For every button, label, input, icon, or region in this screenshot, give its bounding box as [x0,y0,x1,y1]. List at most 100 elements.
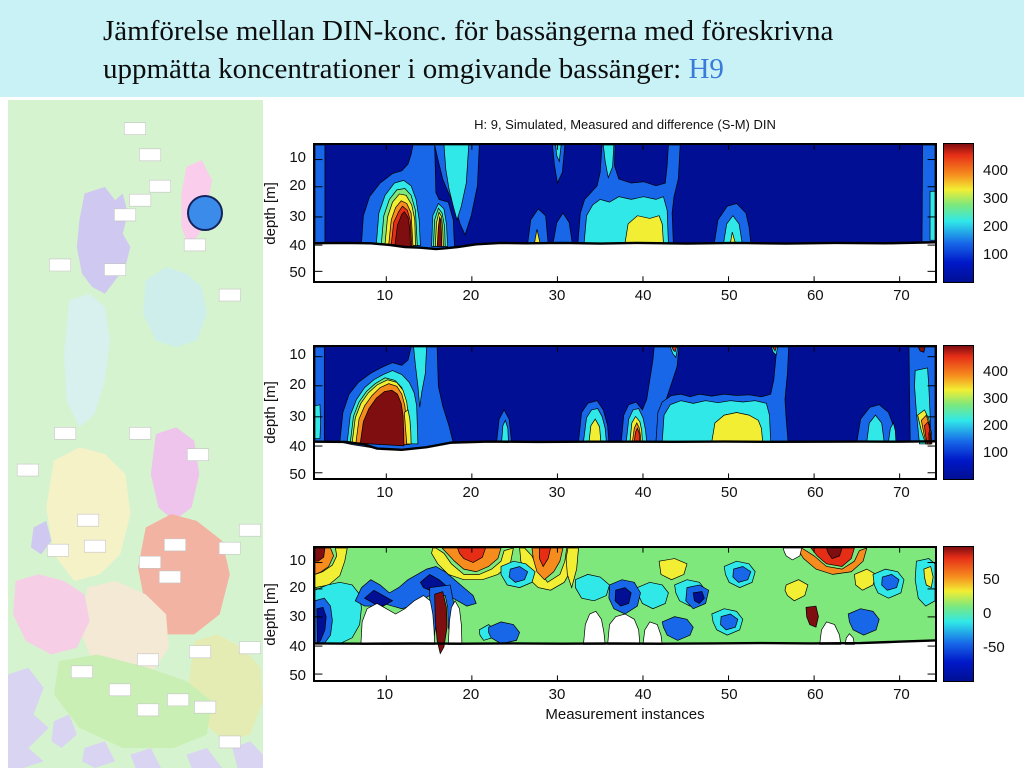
map-label-box [239,524,260,536]
x-tick-label: 30 [548,287,566,304]
y-axis-label: depth [m] [258,345,282,480]
map-label-box [129,194,150,206]
y-tick-label: 50 [289,666,306,684]
contour-region [315,405,321,439]
contour-region [712,413,763,442]
map-label-box [219,542,240,554]
x-tick-label: 60 [806,686,824,703]
contour-region [720,614,737,630]
map-label-box [109,684,130,696]
colorbar [943,345,974,480]
map-label-box [104,264,125,276]
x-tick-label: 50 [720,686,738,703]
y-tick-label: 10 [289,148,306,166]
slide-title-line1: Jämförelse mellan DIN-konc. för bassänge… [103,15,834,47]
contour-region [448,601,462,645]
basin-map-graphic [8,100,263,768]
x-tick-label: 60 [806,287,824,304]
seafloor-line [315,640,935,643]
x-tick-label: 70 [893,484,910,501]
y-tick-label: 10 [289,345,306,363]
x-tick-label: 30 [548,686,566,703]
x-tick-label: 60 [806,484,824,501]
contour-region [365,590,393,606]
map-label-box [159,571,180,583]
colorbar-tick-label: 200 [983,218,1009,235]
y-tick-label: 30 [289,407,306,425]
basin-marker [187,195,223,231]
contour-region [615,588,631,606]
map-label-box [164,539,185,551]
contour-region [625,216,663,244]
contour-graphic [315,145,935,281]
map-region [8,667,49,768]
x-tick-label: 40 [634,686,652,703]
basin-map [8,100,263,768]
contour-region [435,592,447,654]
map-label-box [47,544,68,556]
y-tick-label: 40 [289,237,306,255]
contour-region [603,145,614,178]
map-region [138,514,230,635]
map-region [30,520,52,555]
contour-region [444,145,469,220]
contour-region [733,566,751,582]
map-region [143,267,207,348]
map-region [53,654,213,748]
map-label-box [184,239,205,251]
y-tick-label: 30 [289,208,306,226]
y-tick-label: 20 [289,375,306,393]
colorbar-tick-label: 0 [983,605,992,622]
map-label-box [137,704,158,716]
y-tick-label: 10 [289,551,306,569]
chart-title: H: 9, Simulated, Measured and difference… [474,117,776,132]
x-tick-label: 10 [376,287,394,304]
contour-region [662,617,693,641]
contour-region [458,548,486,563]
map-label-box [124,123,145,135]
map-label-box [137,654,158,666]
y-axis-label-text: depth [m] [261,582,279,646]
x-tick-label: 20 [462,686,480,703]
colorbar-tick-label: 300 [983,390,1009,407]
x-tick-label: 40 [634,484,652,501]
contour-region [437,217,442,246]
contour-region [827,548,843,559]
map-label-box [187,449,208,461]
contour-region [806,606,818,627]
contour-region [693,592,704,604]
contour-plot-difference-s-m- [313,546,937,682]
colorbar-tick-label: 400 [983,363,1009,380]
colorbar-tick-label: 200 [983,417,1009,434]
contour-region [637,582,668,608]
contour-region [773,347,777,351]
map-label-box [77,514,98,526]
y-axis-label-text: depth [m] [261,381,279,444]
map-region [51,714,77,748]
y-tick-label: 30 [289,607,306,625]
map-label-box [167,694,188,706]
contour-region [395,212,411,247]
contour-region [539,548,550,566]
y-tick-label: 40 [289,638,306,656]
contour-region [432,548,514,580]
y-tick-label: 50 [289,465,306,483]
slide-title: Jämförelse mellan DIN-konc. för bassänge… [103,12,1003,88]
slide-title-line2-prefix: uppmätta koncentrationer i omgivande bas… [103,53,689,85]
map-region [13,574,90,655]
map-label-box [189,646,210,658]
map-label-box [114,209,135,221]
x-tick-label: 20 [462,287,480,304]
contour-region [404,410,411,444]
colorbar-tick-label: 100 [983,444,1009,461]
map-label-box [71,666,92,678]
map-region [186,747,223,768]
x-tick-label: 70 [893,686,910,703]
x-tick-label: 10 [376,686,394,703]
contour-region [918,347,925,352]
contour-region [845,634,854,645]
contour-region [783,548,802,560]
contour-region [360,390,404,446]
contour-region [882,574,899,590]
map-label-box [194,701,215,713]
